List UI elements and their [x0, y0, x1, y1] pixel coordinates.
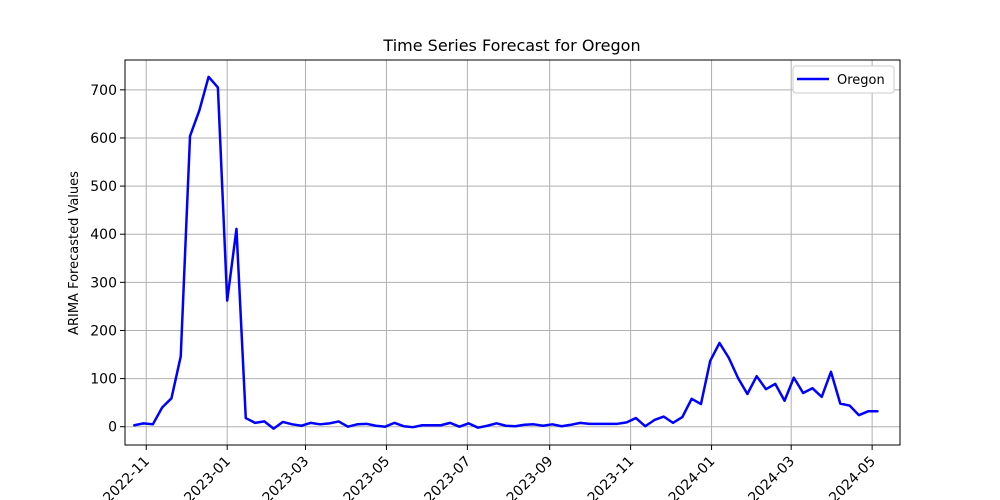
- series-lines: [133, 75, 879, 430]
- x-axis: 2022-11 2023-01 2023-03 2023-05 2023-07 2023-…: [100, 445, 879, 500]
- y-tick-label: 400: [90, 227, 117, 243]
- grid-lines: [125, 60, 900, 445]
- series-line-oregon: [133, 75, 879, 430]
- chart-title: Time Series Forecast for Oregon: [382, 36, 640, 55]
- y-tick-label: 200: [90, 323, 117, 339]
- legend-box: [792, 65, 895, 94]
- x-tick-label: 2023-05: [341, 454, 394, 500]
- y-tick-label: 300: [90, 275, 117, 291]
- plot-frame: [124, 59, 901, 446]
- y-tick-label: 500: [90, 179, 117, 195]
- legend: Oregon: [792, 65, 895, 94]
- plot-background: [125, 60, 900, 445]
- legend-label-oregon: Oregon: [837, 73, 885, 88]
- x-tick-label: 2023-11: [585, 454, 638, 500]
- x-tick-label: 2024-03: [745, 454, 798, 500]
- y-tick-label: 700: [90, 83, 117, 99]
- x-tick-label: 2024-05: [826, 454, 879, 500]
- x-tick-label: 2023-01: [181, 454, 234, 500]
- x-tick-label: 2023-07: [422, 454, 475, 500]
- y-axis: 0 100 200 300 400 500 600 700: [90, 83, 125, 436]
- x-tick-label: 2022-11: [100, 454, 153, 500]
- x-tick-label: 2023-09: [504, 454, 557, 500]
- x-tick-label: 2023-03: [260, 454, 313, 500]
- y-axis-title: ARIMA Forecasted Values: [67, 171, 82, 335]
- x-tick-label: 2024-01: [666, 454, 719, 500]
- y-tick-label: 600: [90, 131, 117, 147]
- y-tick-label: 100: [90, 372, 117, 388]
- y-tick-label: 0: [108, 420, 117, 436]
